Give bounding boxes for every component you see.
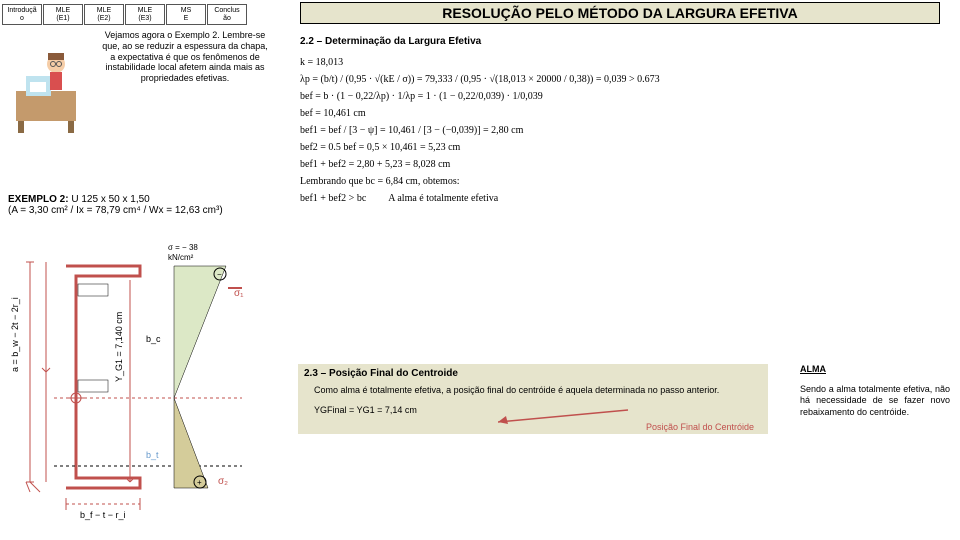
svg-text:σ₂: σ₂	[218, 476, 228, 487]
formula-sum: bef1 + bef2 = 2,80 + 5,23 = 8,028 cm	[300, 156, 770, 173]
formula-lambda: λp = (b/t) / (0,95 · √(kE / σ)) = 79,333…	[300, 71, 770, 88]
tab-bar: Introduçã o MLE (E1) MLE (E2) MLE (E3) M…	[2, 4, 247, 25]
intro-text: Vejamos agora o Exemplo 2. Lembre-se que…	[100, 30, 270, 84]
svg-text:b_c: b_c	[146, 334, 161, 344]
example-2-heading: EXEMPLO 2: U 125 x 50 x 1,50 (A = 3,30 c…	[8, 194, 223, 216]
person-illustration	[6, 36, 86, 136]
svg-text:Y_G1 = 7,140 cm: Y_G1 = 7,140 cm	[114, 312, 124, 382]
section-diagram: a = b_w − 2t − 2r_i Y_G1 = 7,140 cm b_ef…	[10, 232, 280, 522]
section-2-2-heading: 2.2 – Determinação da Largura Efetiva	[300, 36, 481, 47]
formula-lembrando: Lembrando que bc = 6,84 cm, obtemos:	[300, 173, 770, 190]
section-2-3-body: Como alma é totalmente efetiva, a posiçã…	[314, 385, 762, 397]
ex2-spec: U 125 x 50 x 1,50	[69, 194, 150, 205]
svg-text:kN/cm²: kN/cm²	[168, 253, 194, 262]
formula-ineq: bef1 + bef2 > bc A alma é totalmente efe…	[300, 190, 770, 207]
ex2-props: (A = 3,30 cm² / Ix = 78,79 cm⁴ / Wx = 12…	[8, 205, 223, 216]
ex2-label: EXEMPLO 2:	[8, 194, 69, 205]
formula-befc2: bef2 = 0.5 bef = 0,5 × 10,461 = 5,23 cm	[300, 139, 770, 156]
svg-text:a = b_w − 2t − 2r_i: a = b_w − 2t − 2r_i	[10, 297, 20, 372]
formula-k: k = 18,013	[300, 54, 770, 71]
alma-box: ALMA Sendo a alma totalmente efetiva, nã…	[800, 364, 950, 419]
svg-text:σ₁: σ₁	[234, 288, 244, 299]
svg-text:−: −	[217, 270, 222, 279]
svg-text:b_f − t − r_i: b_f − t − r_i	[80, 510, 126, 520]
formula-bef2: bef = 10,461 cm	[300, 105, 770, 122]
alma-body: Sendo a alma totalmente efetiva, não há …	[800, 384, 950, 419]
pos-final-label: Posição Final do Centróide	[646, 422, 754, 432]
formula-bef: bef = b · (1 − 0,22/λp) · 1/λp = 1 · (1 …	[300, 88, 770, 105]
tab-mse[interactable]: MS E	[166, 4, 206, 25]
svg-text:+: +	[197, 478, 202, 487]
svg-text:σ = − 38: σ = − 38	[168, 243, 198, 252]
tab-e1[interactable]: MLE (E1)	[43, 4, 83, 25]
section-2-3-box: 2.3 – Posição Final do Centroide Como al…	[298, 364, 768, 434]
tab-intro[interactable]: Introduçã o	[2, 4, 42, 25]
tab-e2[interactable]: MLE (E2)	[84, 4, 124, 25]
tab-conclusao[interactable]: Conclus ão	[207, 4, 247, 25]
tab-e3[interactable]: MLE (E3)	[125, 4, 165, 25]
page-title: RESOLUÇÃO PELO MÉTODO DA LARGURA EFETIVA	[300, 2, 940, 24]
svg-text:b_t: b_t	[146, 450, 159, 460]
formula-block: k = 18,013 λp = (b/t) / (0,95 · √(kE / σ…	[300, 54, 770, 207]
section-2-3-heading: 2.3 – Posição Final do Centroide	[304, 368, 762, 379]
formula-bef1: bef1 = bef / [3 − ψ] = 10,461 / [3 − (−0…	[300, 122, 770, 139]
alma-heading: ALMA	[800, 364, 950, 376]
